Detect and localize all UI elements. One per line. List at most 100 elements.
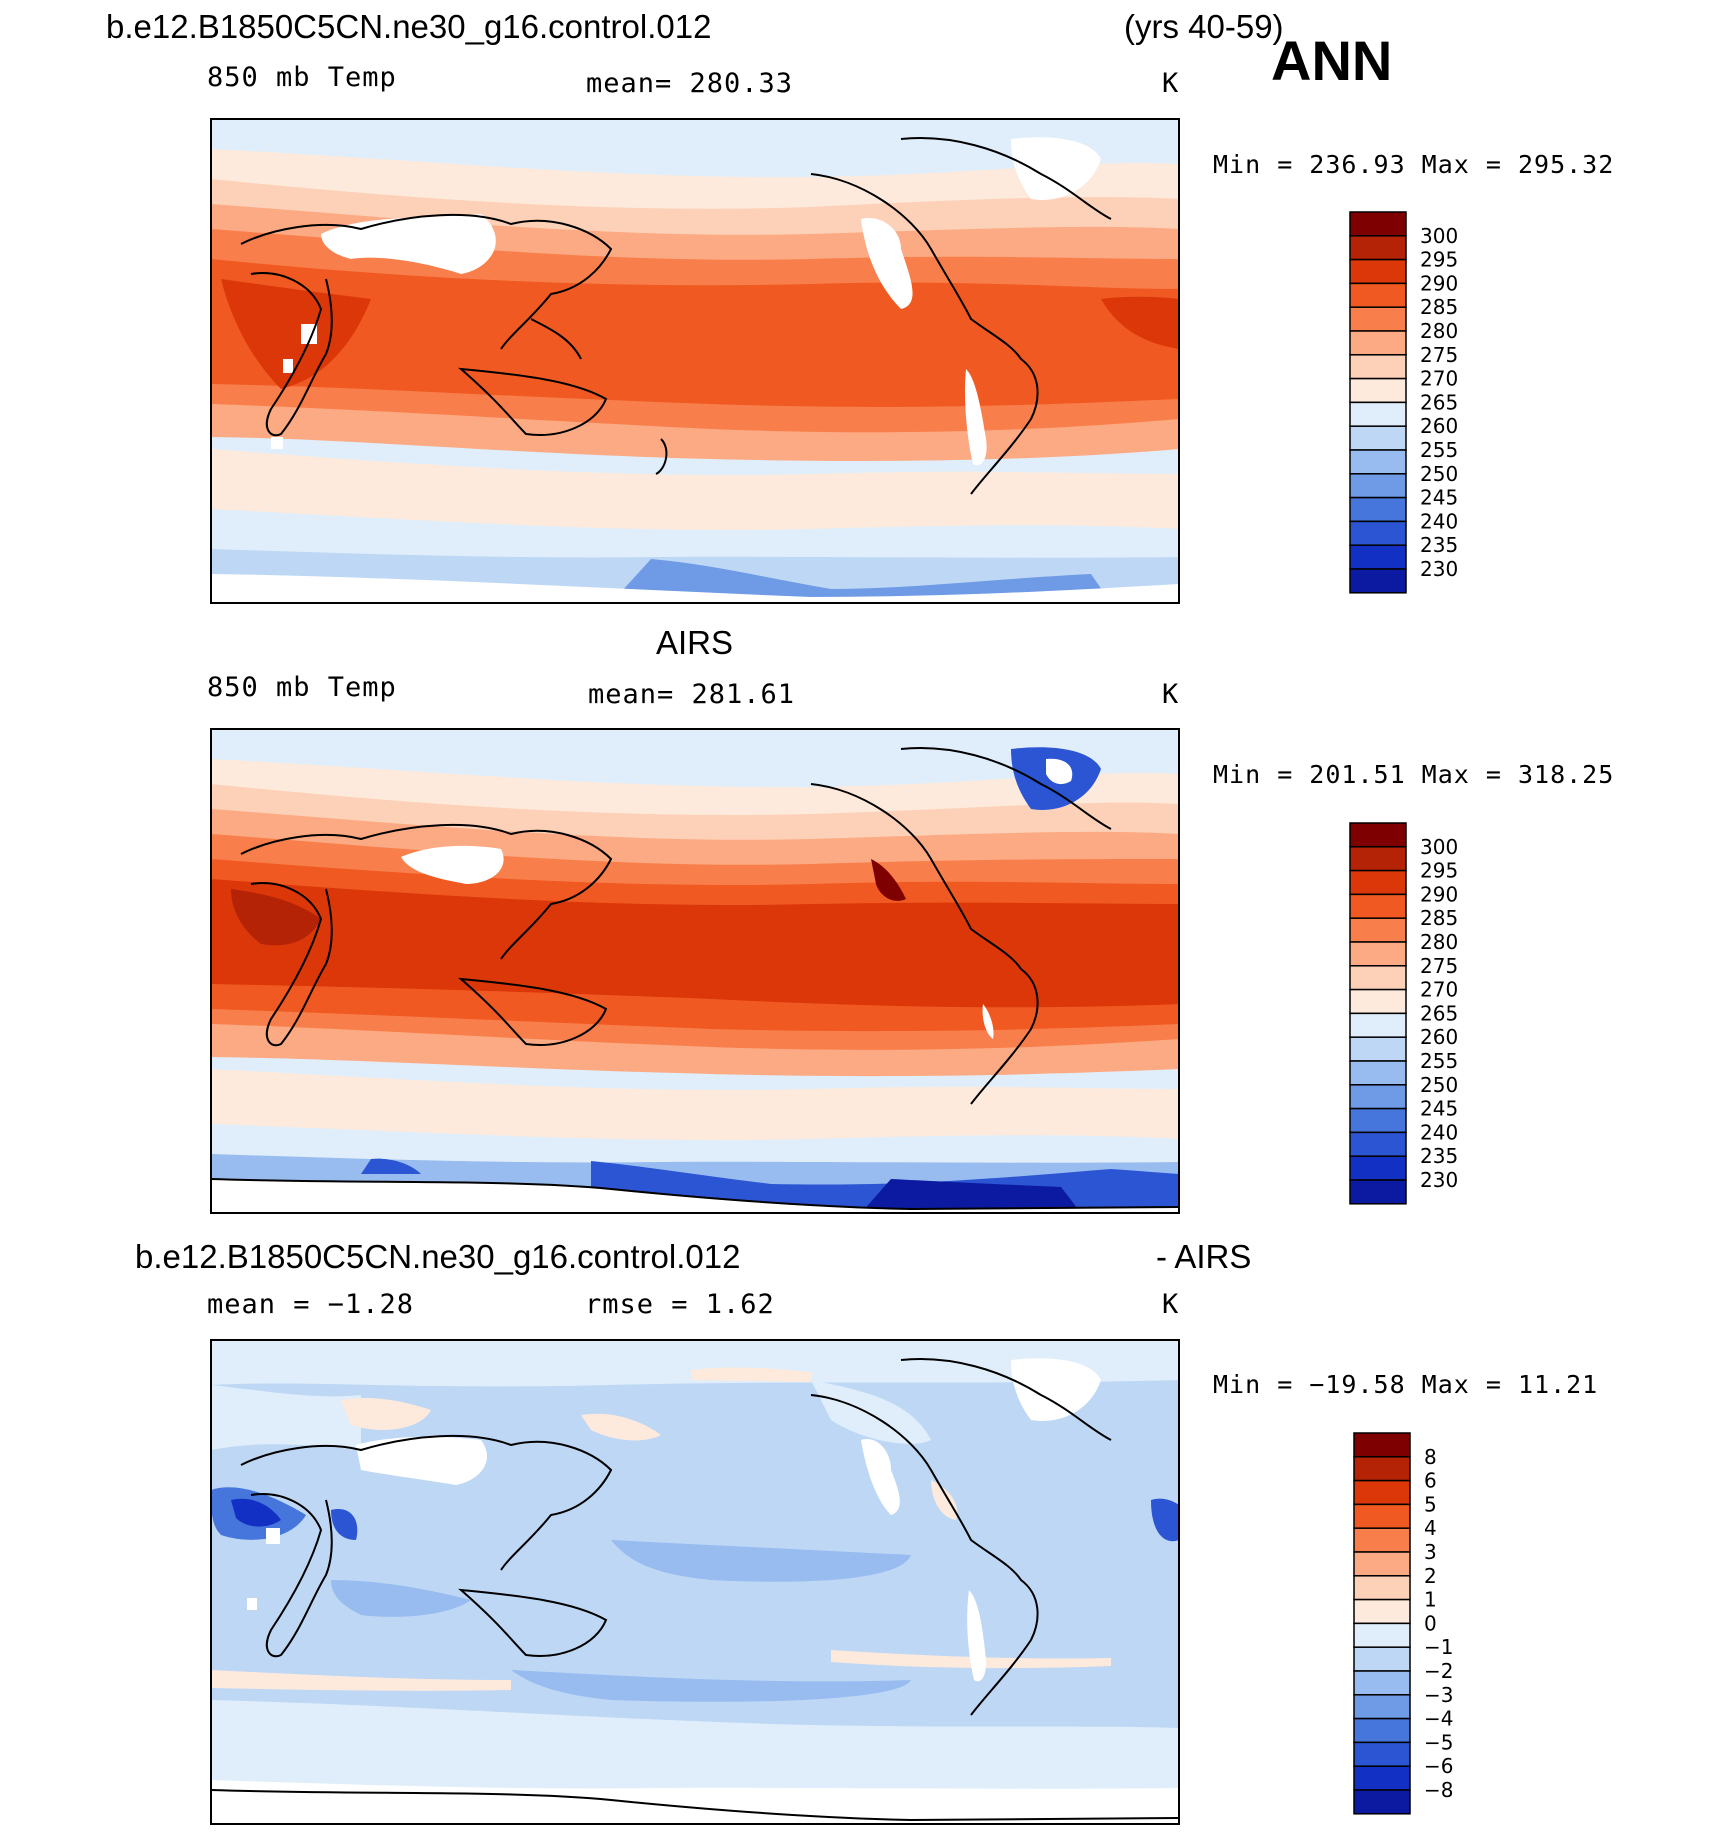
colorbar-tick-label: 255	[1420, 1049, 1458, 1073]
colorbar-swatch	[1349, 473, 1407, 499]
colorbar-swatch	[1349, 941, 1407, 967]
colorbar-tick-label: −2	[1424, 1659, 1453, 1683]
colorbar-swatch	[1349, 449, 1407, 475]
colorbar-swatch	[1353, 1670, 1411, 1696]
colorbar-tick-label: 250	[1420, 1073, 1458, 1097]
colorbar-swatch	[1349, 869, 1407, 896]
colorbar-swatch	[1349, 1179, 1407, 1205]
colorbar-swatch	[1349, 354, 1407, 380]
colorbar-swatch	[1353, 1479, 1411, 1506]
panel3-title: b.e12.B1850C5CN.ne30_g16.control.012	[135, 1238, 741, 1275]
colorbar-tick-label: 285	[1420, 906, 1458, 930]
colorbar-swatch	[1349, 1012, 1407, 1038]
colorbar-tick-label: 0	[1424, 1611, 1437, 1635]
colorbar-swatch	[1353, 1694, 1411, 1720]
colorbar-swatch	[1349, 1036, 1407, 1062]
panel3-mean: mean = −1.28	[207, 1289, 415, 1320]
colorbar-tick-label: 2	[1424, 1564, 1437, 1588]
panel1-map	[210, 118, 1180, 604]
panel1-colorbar: 3002952902852802752702652602552502452402…	[1349, 211, 1458, 594]
panel3-units: K	[1162, 1289, 1180, 1320]
season-label: ANN	[1271, 29, 1393, 92]
colorbar-swatch	[1349, 893, 1407, 919]
panel2-minmax: Min = 201.51 Max = 318.25	[1213, 760, 1615, 789]
colorbar-swatch	[1349, 520, 1407, 546]
colorbar-tick-label: 260	[1420, 1025, 1458, 1049]
colorbar-tick-label: 265	[1420, 390, 1458, 414]
colorbar-tick-label: 235	[1420, 1144, 1458, 1168]
colorbar-swatch	[1349, 401, 1407, 427]
colorbar-tick-label: 245	[1420, 486, 1458, 510]
colorbar-tick-label: 245	[1420, 1097, 1458, 1121]
colorbar-swatch	[1353, 1717, 1411, 1744]
colorbar-tick-label: 8	[1424, 1445, 1437, 1469]
colorbar-swatch	[1349, 1131, 1407, 1157]
colorbar-tick-label: 265	[1420, 1001, 1458, 1025]
colorbar-tick-label: −1	[1424, 1635, 1453, 1659]
colorbar-swatch	[1353, 1432, 1411, 1458]
colorbar-swatch	[1349, 330, 1407, 356]
colorbar-tick-label: 300	[1420, 835, 1458, 859]
colorbar-swatch	[1353, 1741, 1411, 1767]
colorbar-swatch	[1349, 988, 1407, 1015]
colorbar-swatch	[1353, 1765, 1411, 1791]
colorbar-swatch	[1349, 822, 1407, 848]
colorbar-tick-label: 280	[1420, 319, 1458, 343]
colorbar-swatch	[1349, 1060, 1407, 1086]
colorbar-swatch	[1353, 1527, 1411, 1553]
colorbar-tick-label: 255	[1420, 438, 1458, 462]
colorbar-swatch	[1349, 306, 1407, 332]
colorbar-tick-label: 275	[1420, 343, 1458, 367]
panel2-map	[210, 728, 1180, 1214]
colorbar-tick-label: 270	[1420, 367, 1458, 391]
panel2-colorbar: 3002952902852802752702652602552502452402…	[1349, 822, 1458, 1205]
panel1-variable: 850 mb Temp	[207, 62, 397, 93]
colorbar-swatch	[1349, 544, 1407, 570]
colorbar-tick-label: −8	[1424, 1778, 1453, 1802]
colorbar-swatch	[1349, 258, 1407, 285]
panel3-minmax: Min = −19.58 Max = 11.21	[1213, 1370, 1599, 1399]
colorbar-tick-label: 6	[1424, 1469, 1437, 1493]
colorbar-tick-label: −6	[1424, 1754, 1453, 1778]
panel2-units: K	[1162, 679, 1180, 710]
colorbar-swatch	[1353, 1575, 1411, 1601]
colorbar-tick-label: 290	[1420, 882, 1458, 906]
colorbar-tick-label: 295	[1420, 248, 1458, 272]
colorbar-tick-label: 250	[1420, 462, 1458, 486]
colorbar-tick-label: 230	[1420, 1168, 1458, 1192]
colorbar-tick-label: 300	[1420, 224, 1458, 248]
colorbar-tick-label: 290	[1420, 271, 1458, 295]
colorbar-swatch	[1349, 282, 1407, 308]
colorbar-tick-label: 235	[1420, 533, 1458, 557]
colorbar-swatch	[1349, 496, 1407, 523]
panel2-title: AIRS	[656, 624, 734, 661]
colorbar-swatch	[1349, 1107, 1407, 1134]
colorbar-swatch	[1349, 917, 1407, 943]
panel3-title-right: - AIRS	[1156, 1238, 1252, 1275]
colorbar-swatch	[1353, 1551, 1411, 1577]
colorbar-swatch	[1349, 568, 1407, 594]
colorbar-tick-label: 1	[1424, 1588, 1437, 1612]
years-label: (yrs 40-59)	[1124, 8, 1284, 45]
panel2-variable: 850 mb Temp	[207, 672, 397, 703]
colorbar-swatch	[1353, 1456, 1411, 1482]
colorbar-tick-label: 270	[1420, 978, 1458, 1002]
panel1-mean: mean= 280.33	[586, 68, 794, 99]
colorbar-tick-label: 230	[1420, 557, 1458, 581]
colorbar-tick-label: −3	[1424, 1683, 1453, 1707]
colorbar-swatch	[1353, 1789, 1411, 1815]
colorbar-tick-label: 5	[1424, 1492, 1437, 1516]
colorbar-swatch	[1353, 1622, 1411, 1648]
colorbar-swatch	[1353, 1646, 1411, 1672]
colorbar-swatch	[1349, 1155, 1407, 1181]
colorbar-tick-label: 240	[1420, 1120, 1458, 1144]
colorbar-swatch	[1349, 1084, 1407, 1110]
panel3-map	[210, 1339, 1180, 1825]
colorbar-swatch	[1349, 965, 1407, 991]
colorbar-swatch	[1349, 235, 1407, 261]
colorbar-swatch	[1353, 1503, 1411, 1529]
panel3-rmse: rmse = 1.62	[585, 1289, 775, 1320]
colorbar-tick-label: −5	[1424, 1730, 1453, 1754]
colorbar-tick-label: 295	[1420, 859, 1458, 883]
colorbar-swatch	[1349, 846, 1407, 872]
